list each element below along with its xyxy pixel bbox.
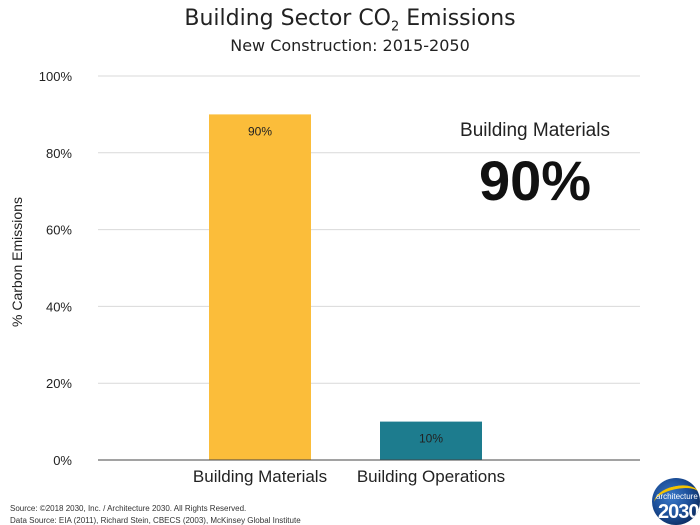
chart-title: Building Sector CO2 Emissions — [0, 6, 700, 34]
y-tick-label: 80% — [46, 146, 72, 161]
y-axis-label: % Carbon Emissions — [9, 197, 25, 327]
x-tick-label: Building Materials — [193, 467, 327, 486]
title-subscript: 2 — [391, 19, 400, 35]
bar-data-label: 10% — [419, 432, 443, 446]
bar — [380, 421, 482, 460]
x-tick-label: Building Operations — [357, 467, 505, 486]
architecture-2030-logo: architecture 2030 — [652, 478, 700, 525]
annotation-value: 90% — [479, 149, 591, 212]
bar — [209, 114, 311, 461]
y-tick-labels: 0% 20% 40% 60% 80% 100% — [39, 69, 73, 468]
bar-data-label: 90% — [248, 124, 272, 138]
x-tick-labels: Building Materials Building Operations — [193, 467, 505, 486]
grid-lines — [98, 75, 640, 384]
y-tick-label: 0% — [53, 453, 72, 468]
annotation-label: Building Materials — [460, 120, 610, 141]
source-line-1: Source: ©2018 2030, Inc. / Architecture … — [10, 504, 247, 513]
y-tick-label: 100% — [39, 69, 73, 84]
y-tick-label: 40% — [46, 299, 72, 314]
logo-text-top: architecture — [656, 492, 698, 501]
y-tick-label: 20% — [46, 376, 72, 391]
source-line-2: Data Source: EIA (2011), Richard Stein, … — [10, 516, 301, 525]
logo-text-main: 2030 — [658, 501, 699, 523]
bars: 90% 10% — [209, 114, 482, 461]
title-prefix: Building Sector CO — [184, 6, 391, 31]
chart-subtitle: New Construction: 2015-2050 — [230, 36, 470, 55]
title-suffix: Emissions — [399, 6, 516, 31]
y-tick-label: 60% — [46, 223, 72, 238]
